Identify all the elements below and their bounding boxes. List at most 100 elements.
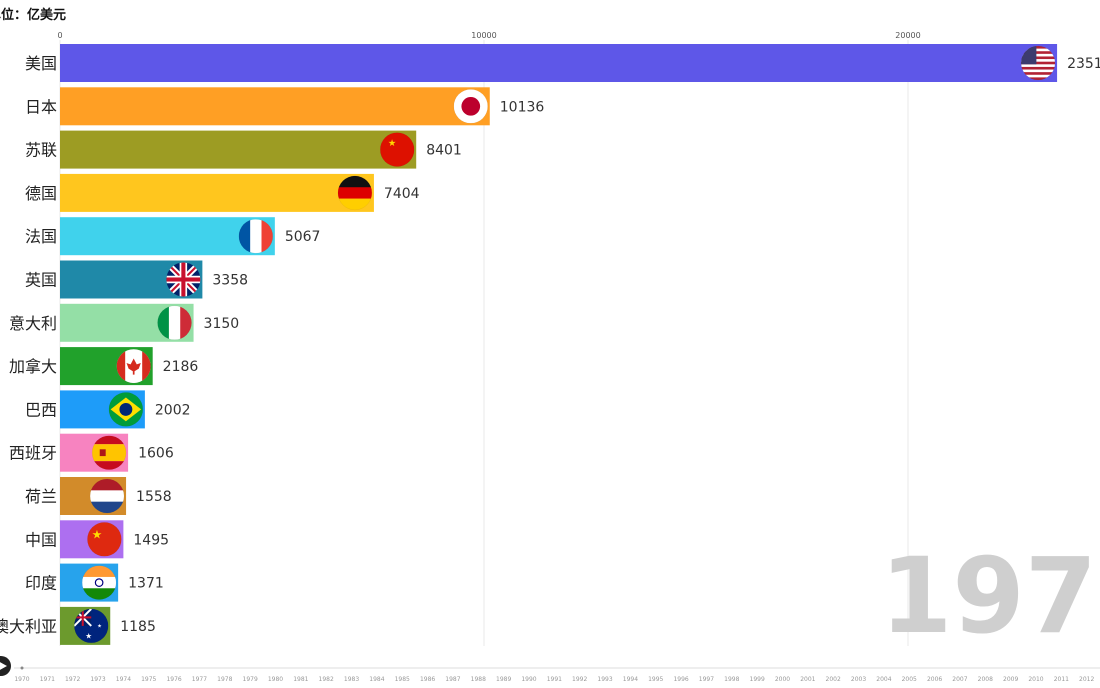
- timeline-year-label[interactable]: 1979: [243, 676, 258, 683]
- timeline-year-label[interactable]: 2004: [876, 676, 891, 683]
- timeline-year-label[interactable]: 1974: [116, 676, 131, 683]
- timeline-year-label[interactable]: 1978: [217, 676, 232, 683]
- value-label: 1495: [133, 532, 169, 548]
- bar-group: 英国 3358: [25, 260, 248, 299]
- timeline-year-label[interactable]: 2009: [1003, 676, 1018, 683]
- timeline-year-label[interactable]: 2000: [775, 676, 790, 683]
- timeline-year-label[interactable]: 1991: [547, 676, 562, 683]
- timeline-year-label[interactable]: 2011: [1054, 676, 1069, 683]
- bar: [60, 173, 374, 212]
- flag-ca-icon: [116, 349, 151, 384]
- value-label: 23516: [1067, 56, 1100, 72]
- bar: [60, 130, 417, 169]
- flag-gb-icon: [166, 262, 201, 297]
- timeline-year-label[interactable]: 1976: [166, 676, 181, 683]
- value-label: 1558: [136, 489, 172, 505]
- timeline-year-label[interactable]: 1999: [750, 676, 765, 683]
- bar-group: 意大利 3150: [9, 303, 239, 342]
- bar-group: 法国 5067: [25, 217, 320, 256]
- timeline-year-label[interactable]: 2010: [1028, 676, 1043, 683]
- svg-text:★: ★: [97, 624, 102, 630]
- value-label: 1606: [138, 446, 174, 462]
- timeline-year-label[interactable]: 1973: [90, 676, 105, 683]
- category-label: 澳大利亚: [0, 617, 57, 636]
- flag-es-icon: [92, 435, 127, 470]
- bar-group: 德国 7404: [25, 173, 420, 212]
- category-label: 苏联: [25, 141, 57, 160]
- timeline-year-label[interactable]: 1995: [648, 676, 663, 683]
- x-axis-ticks: 0 10000 20000: [57, 31, 920, 40]
- timeline-year-label[interactable]: 1986: [420, 676, 435, 683]
- flag-au-icon: ★★: [74, 608, 109, 643]
- category-label: 德国: [25, 184, 57, 203]
- timeline-year-label[interactable]: 2005: [902, 676, 917, 683]
- timeline-year-label[interactable]: 1984: [369, 676, 384, 683]
- flag-jp-icon: [453, 89, 488, 124]
- timeline-year-label[interactable]: 1996: [673, 676, 688, 683]
- category-label: 意大利: [9, 314, 57, 333]
- timeline-year-label[interactable]: 1972: [65, 676, 80, 683]
- flag-in-icon: [82, 565, 117, 600]
- svg-text:★: ★: [388, 138, 396, 149]
- bar-group: 印度 1371: [25, 563, 164, 602]
- flag-cn-icon: ★: [87, 522, 122, 557]
- timeline-handle[interactable]: [20, 666, 24, 670]
- timeline-year-label[interactable]: 2007: [952, 676, 967, 683]
- category-label: 巴西: [25, 400, 57, 419]
- value-label: 2186: [163, 359, 199, 375]
- value-label: 2002: [155, 402, 191, 418]
- bar-group: 加拿大 2186: [9, 347, 199, 386]
- flag-br-icon: [108, 392, 143, 427]
- timeline-year-label[interactable]: 2006: [927, 676, 942, 683]
- bar-group: 荷兰 1558: [25, 477, 172, 515]
- timeline-year-label[interactable]: 2002: [826, 676, 841, 683]
- timeline[interactable]: 1970 1971 1972 1973 1974 1975 1976 1977 1978 1979…: [14, 666, 1100, 684]
- timeline-year-label[interactable]: 1981: [293, 676, 308, 683]
- timeline-year-label[interactable]: 1970: [14, 676, 29, 683]
- x-tick-label: 0: [57, 31, 62, 40]
- timeline-year-label[interactable]: 1993: [597, 676, 612, 683]
- timeline-year-label[interactable]: 1983: [344, 676, 359, 683]
- timeline-year-label[interactable]: 1980: [268, 676, 283, 683]
- bar: [60, 44, 1058, 82]
- flag-su-icon: ★: [380, 132, 415, 167]
- category-label: 英国: [25, 271, 57, 290]
- timeline-year-label[interactable]: 2003: [851, 676, 866, 683]
- bars: 美国 23516 日本 10136 苏联 ★ 8401 德国 7404 法国 5067 英国 3358 意…: [0, 44, 1100, 645]
- value-label: 1371: [128, 576, 164, 592]
- value-label: 8401: [426, 143, 462, 159]
- category-label: 中国: [25, 530, 57, 549]
- category-label: 日本: [25, 97, 57, 116]
- timeline-year-label[interactable]: 1971: [40, 676, 55, 683]
- flag-nl-icon: [90, 479, 125, 513]
- timeline-year-label[interactable]: 1994: [623, 676, 638, 683]
- timeline-year-label[interactable]: 1987: [445, 676, 460, 683]
- bar-group: 中国 ★ 1495: [25, 520, 169, 559]
- timeline-year-label[interactable]: 2008: [978, 676, 993, 683]
- flag-it-icon: [157, 305, 192, 340]
- timeline-year-label[interactable]: 1988: [471, 676, 486, 683]
- year-label: 1978: [880, 535, 1100, 657]
- timeline-year-label[interactable]: 1998: [724, 676, 739, 683]
- play-button[interactable]: [0, 656, 11, 676]
- timeline-year-label[interactable]: 1997: [699, 676, 714, 683]
- timeline-year-label[interactable]: 1977: [192, 676, 207, 683]
- timeline-year-label[interactable]: 1989: [496, 676, 511, 683]
- timeline-year-label[interactable]: 2001: [800, 676, 815, 683]
- value-label: 3358: [212, 273, 248, 289]
- svg-text:★: ★: [92, 527, 103, 541]
- timeline-year-label[interactable]: 1982: [319, 676, 334, 683]
- timeline-year-label[interactable]: 1975: [141, 676, 156, 683]
- category-label: 西班牙: [9, 444, 57, 463]
- timeline-year-label[interactable]: 1992: [572, 676, 587, 683]
- timeline-year-label[interactable]: 1990: [521, 676, 536, 683]
- flag-fr-icon: [238, 219, 273, 254]
- svg-text:★: ★: [85, 632, 92, 641]
- timeline-year-label[interactable]: 2012: [1079, 676, 1094, 683]
- value-label: 10136: [500, 99, 545, 115]
- timeline-year-label[interactable]: 1985: [395, 676, 410, 683]
- category-label: 加拿大: [9, 357, 57, 376]
- bar-group: 美国 23516: [25, 44, 1100, 82]
- bar-group: 西班牙 1606: [9, 433, 174, 472]
